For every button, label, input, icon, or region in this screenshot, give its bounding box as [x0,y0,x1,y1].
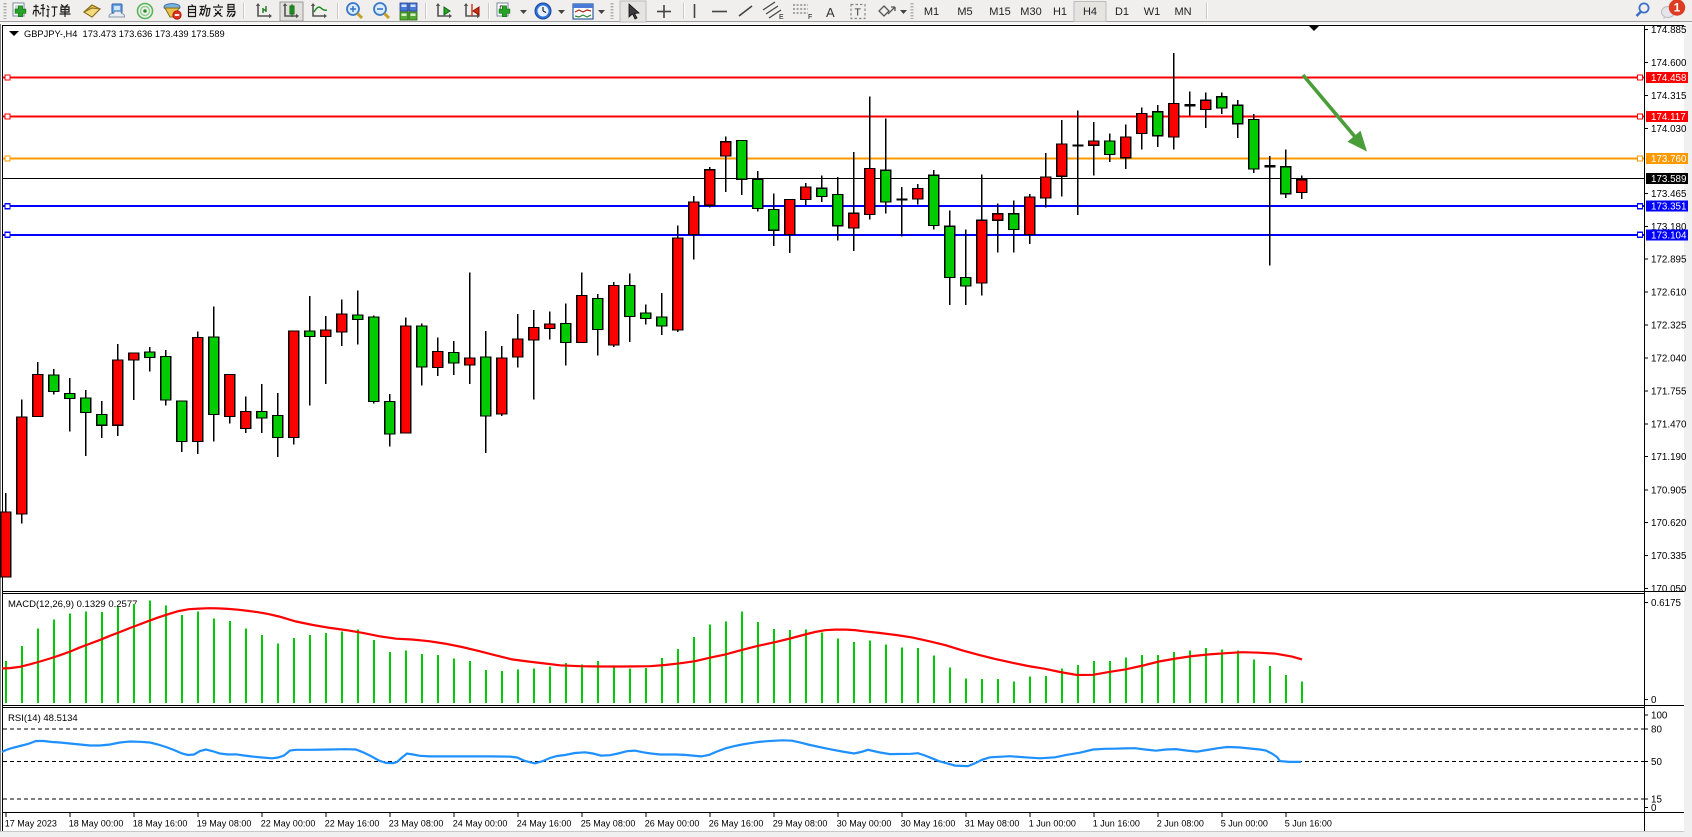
svg-text:171.190: 171.190 [1651,452,1687,463]
svg-text:MN: MN [1174,6,1191,18]
svg-text:M1: M1 [924,6,939,18]
svg-text:1 Jun 00:00: 1 Jun 00:00 [1029,819,1076,829]
svg-text:173.589: 173.589 [1651,174,1686,185]
svg-text:170.050: 170.050 [1651,584,1687,595]
svg-text:31 May 08:00: 31 May 08:00 [965,819,1020,829]
svg-text:1 Jun 16:00: 1 Jun 16:00 [1093,819,1140,829]
svg-text:M30: M30 [1020,6,1041,18]
svg-text:174.117: 174.117 [1651,112,1686,123]
svg-text:GBPJPY-,H4 173.473 173.636 17: GBPJPY-,H4 173.473 173.636 173.439 173.5… [24,29,225,39]
svg-text:22 May 00:00: 22 May 00:00 [261,819,316,829]
svg-text:173.180: 173.180 [1651,222,1687,233]
svg-text:170.620: 170.620 [1651,518,1687,529]
svg-text:174.315: 174.315 [1651,91,1687,102]
svg-text:173.104: 173.104 [1651,230,1687,241]
svg-text:173.760: 173.760 [1651,154,1687,165]
svg-text:0.6175: 0.6175 [1651,598,1682,609]
svg-text:29 May 08:00: 29 May 08:00 [773,819,828,829]
svg-text:170.905: 170.905 [1651,485,1687,496]
svg-text:30 May 16:00: 30 May 16:00 [901,819,956,829]
svg-text:0: 0 [1651,803,1657,814]
svg-text:H1: H1 [1053,6,1067,18]
svg-text:2 Jun 08:00: 2 Jun 08:00 [1157,819,1204,829]
svg-text:f: f [499,4,502,13]
svg-text:80: 80 [1651,725,1662,736]
svg-text:26 May 00:00: 26 May 00:00 [645,819,700,829]
svg-text:172.325: 172.325 [1651,321,1687,332]
svg-text:26 May 16:00: 26 May 16:00 [709,819,764,829]
svg-text:5 Jun 00:00: 5 Jun 00:00 [1221,819,1268,829]
svg-text:170.335: 170.335 [1651,551,1687,562]
svg-text:172.040: 172.040 [1651,354,1687,365]
svg-text:T: T [855,7,862,19]
svg-text:17 May 2023: 17 May 2023 [5,819,57,829]
svg-text:0: 0 [1651,695,1657,706]
svg-text:W1: W1 [1144,6,1161,18]
svg-text:171.470: 171.470 [1651,420,1687,431]
svg-text:50: 50 [1651,757,1662,768]
svg-text:173.351: 173.351 [1651,202,1686,213]
svg-text:24 May 00:00: 24 May 00:00 [453,819,508,829]
svg-text:172.610: 172.610 [1651,288,1687,299]
svg-text:23 May 08:00: 23 May 08:00 [389,819,444,829]
svg-text:H4: H4 [1083,6,1097,18]
svg-text:174.885: 174.885 [1651,25,1687,36]
svg-text:M15: M15 [989,6,1010,18]
svg-text:172.895: 172.895 [1651,255,1687,266]
svg-text:173.465: 173.465 [1651,189,1687,200]
svg-text:5 Jun 16:00: 5 Jun 16:00 [1285,819,1332,829]
svg-text:1: 1 [1674,1,1681,15]
svg-text:E: E [779,14,784,21]
svg-text:171.755: 171.755 [1651,387,1687,398]
svg-text:19 May 08:00: 19 May 08:00 [197,819,252,829]
svg-text:22 May 16:00: 22 May 16:00 [325,819,380,829]
svg-text:A: A [826,5,835,20]
svg-text:100: 100 [1651,711,1668,722]
svg-text:RSI(14) 48.5134: RSI(14) 48.5134 [8,713,78,724]
svg-text:M5: M5 [957,6,972,18]
svg-text:30 May 00:00: 30 May 00:00 [837,819,892,829]
svg-text:18 May 16:00: 18 May 16:00 [133,819,188,829]
svg-text:25 May 08:00: 25 May 08:00 [581,819,636,829]
svg-text:F: F [808,14,812,21]
svg-text:D1: D1 [1115,6,1129,18]
svg-text:174.030: 174.030 [1651,124,1687,135]
svg-text:MACD(12,26,9) 0.1329 0.2577: MACD(12,26,9) 0.1329 0.2577 [8,599,137,610]
svg-text:24 May 16:00: 24 May 16:00 [517,819,572,829]
svg-text:174.458: 174.458 [1651,73,1687,84]
svg-text:174.600: 174.600 [1651,58,1687,69]
svg-text:15: 15 [1651,795,1662,806]
svg-text:18 May 00:00: 18 May 00:00 [69,819,124,829]
